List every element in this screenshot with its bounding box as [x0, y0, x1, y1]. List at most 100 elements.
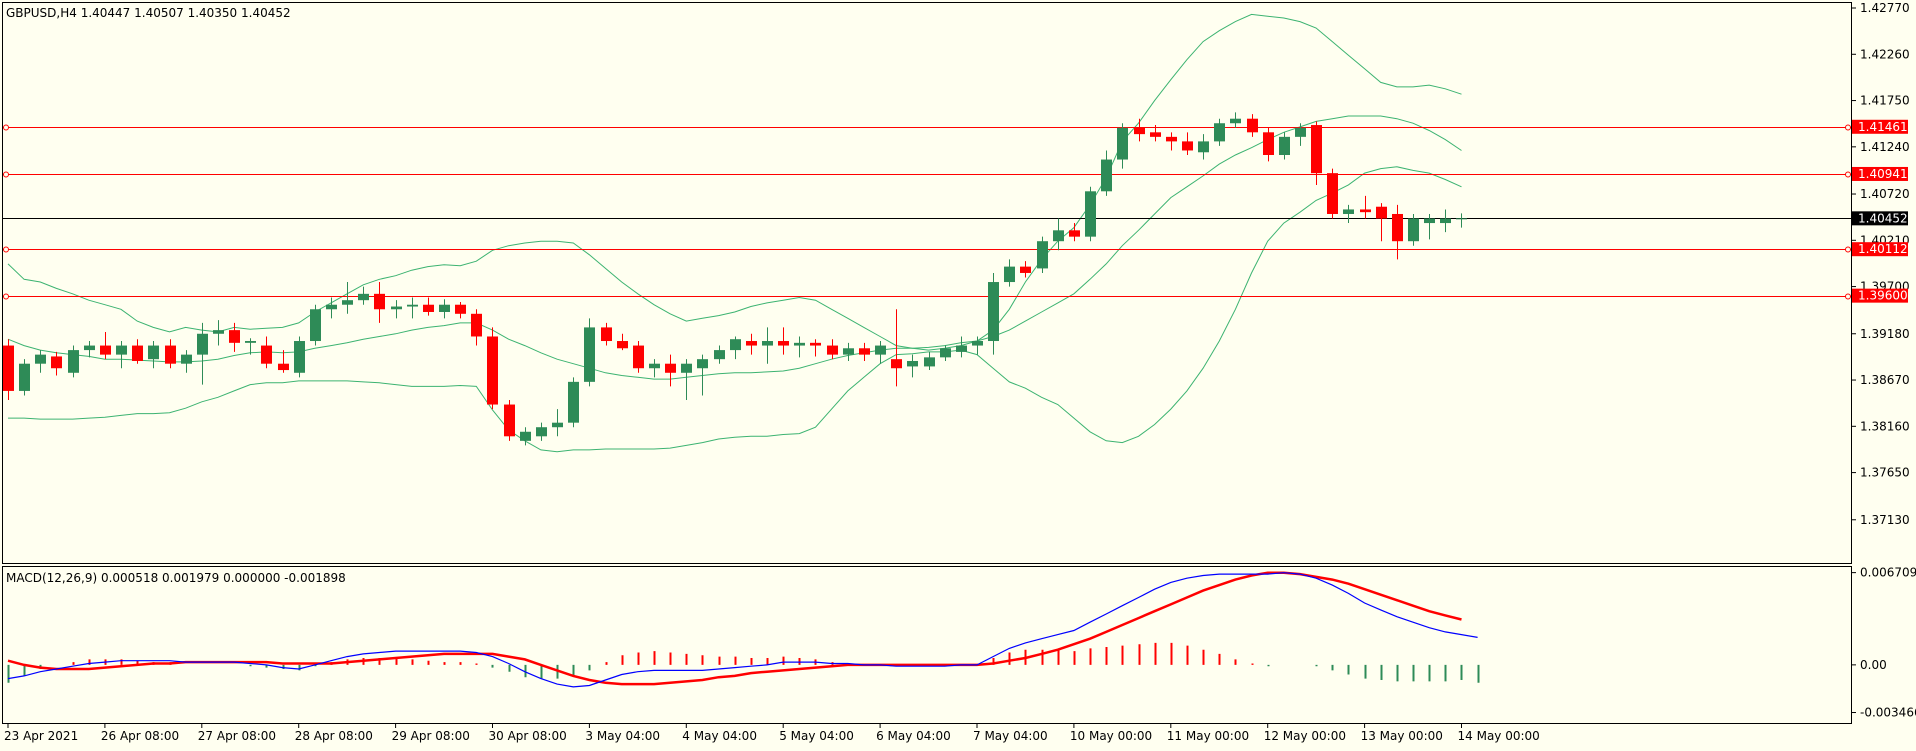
candle-body — [1037, 241, 1048, 269]
candle — [1343, 204, 1354, 224]
candle-body — [471, 313, 482, 337]
candle-body — [520, 431, 531, 441]
candle-body — [649, 363, 660, 369]
candle — [552, 409, 563, 437]
candle — [843, 342, 854, 361]
candle — [875, 341, 886, 364]
candle — [714, 345, 725, 364]
candle — [1101, 150, 1112, 196]
time-tick-label: 6 May 04:00 — [876, 729, 951, 743]
candle — [536, 422, 547, 441]
candle — [245, 338, 256, 355]
candle-body — [148, 345, 159, 360]
candle-body — [261, 345, 272, 364]
candle — [1117, 123, 1128, 169]
level-anchor — [3, 124, 9, 131]
candle-body — [1150, 132, 1161, 137]
candle-body — [794, 342, 805, 346]
candle — [1085, 186, 1096, 242]
candle-body — [84, 345, 95, 351]
candle-body — [1117, 127, 1128, 160]
candle — [1134, 118, 1145, 142]
price-tick-label: 1.38670 — [1860, 373, 1910, 387]
candle-body — [827, 345, 838, 355]
candle-body — [1360, 209, 1371, 213]
candle-body — [1134, 127, 1145, 135]
candle-body — [423, 304, 434, 312]
candle-body — [730, 339, 741, 351]
candle — [278, 350, 289, 373]
candle-body — [778, 341, 789, 346]
candle-body — [374, 293, 385, 310]
candle — [1311, 121, 1322, 185]
candle-body — [633, 345, 644, 369]
candle-body — [326, 304, 337, 310]
candle-body — [278, 363, 289, 371]
level-label: 1.40941 — [1858, 167, 1908, 181]
candle — [165, 339, 176, 369]
candle-body — [568, 381, 579, 423]
horizontal-levels — [3, 124, 1851, 300]
time-tick-label: 7 May 04:00 — [973, 729, 1048, 743]
candle — [907, 354, 918, 378]
time-tick-label: 4 May 04:00 — [682, 729, 757, 743]
time-tick-label: 27 Apr 08:00 — [198, 729, 276, 743]
candle — [391, 300, 402, 319]
macd-tick-label: -0.003466 — [1860, 706, 1916, 720]
candle-body — [1376, 206, 1387, 219]
level-anchor — [1845, 246, 1851, 253]
candle-body — [35, 354, 46, 364]
candle — [310, 304, 321, 346]
candle — [794, 336, 805, 358]
candle — [3, 339, 14, 400]
candle — [1408, 213, 1419, 246]
candle — [455, 302, 466, 319]
candle — [681, 359, 692, 400]
time-tick-label: 14 May 00:00 — [1458, 729, 1540, 743]
candle — [1182, 132, 1193, 155]
candle-body — [439, 304, 450, 312]
candle-body — [213, 330, 224, 334]
candle-body — [584, 327, 595, 382]
candle-body — [617, 341, 628, 349]
candle-body — [1182, 141, 1193, 151]
candle — [487, 327, 498, 410]
candle — [956, 336, 967, 358]
candle-body — [1295, 127, 1306, 137]
candle — [19, 359, 30, 396]
candle-body — [1311, 125, 1322, 174]
candle — [1247, 114, 1258, 137]
macd-axis: 0.006709 0.00 -0.003466 — [1851, 566, 1916, 720]
candle-body — [1392, 213, 1403, 242]
candle — [1020, 261, 1031, 278]
candle-body — [132, 345, 143, 361]
candle — [407, 297, 418, 319]
bollinger-lower — [8, 166, 1462, 453]
candle — [940, 345, 951, 361]
candle — [181, 350, 192, 373]
candle-body — [19, 363, 30, 391]
candle — [1037, 236, 1048, 273]
candle — [1456, 213, 1467, 228]
candle-body — [1053, 230, 1064, 242]
time-tick-label: 23 Apr 2021 — [4, 729, 78, 743]
candle-body — [1247, 118, 1258, 133]
candle-body — [1424, 218, 1435, 224]
price-chart-title: GBPUSD,H4 1.40447 1.40507 1.40350 1.4045… — [6, 6, 291, 20]
candle-body — [972, 341, 983, 346]
level-anchor — [3, 246, 9, 253]
time-tick-label: 11 May 00:00 — [1167, 729, 1249, 743]
price-tick-label: 1.41750 — [1860, 94, 1910, 108]
candle-body — [51, 356, 62, 369]
level-label-box — [1852, 166, 1908, 181]
level-label-box — [1852, 119, 1908, 134]
candle-body — [1456, 218, 1467, 220]
time-tick-label: 26 Apr 08:00 — [101, 729, 179, 743]
price-tick-label: 1.41240 — [1860, 140, 1910, 154]
candle — [1198, 134, 1209, 160]
macd-signal-line — [7, 571, 1462, 686]
candle-body — [68, 350, 79, 373]
